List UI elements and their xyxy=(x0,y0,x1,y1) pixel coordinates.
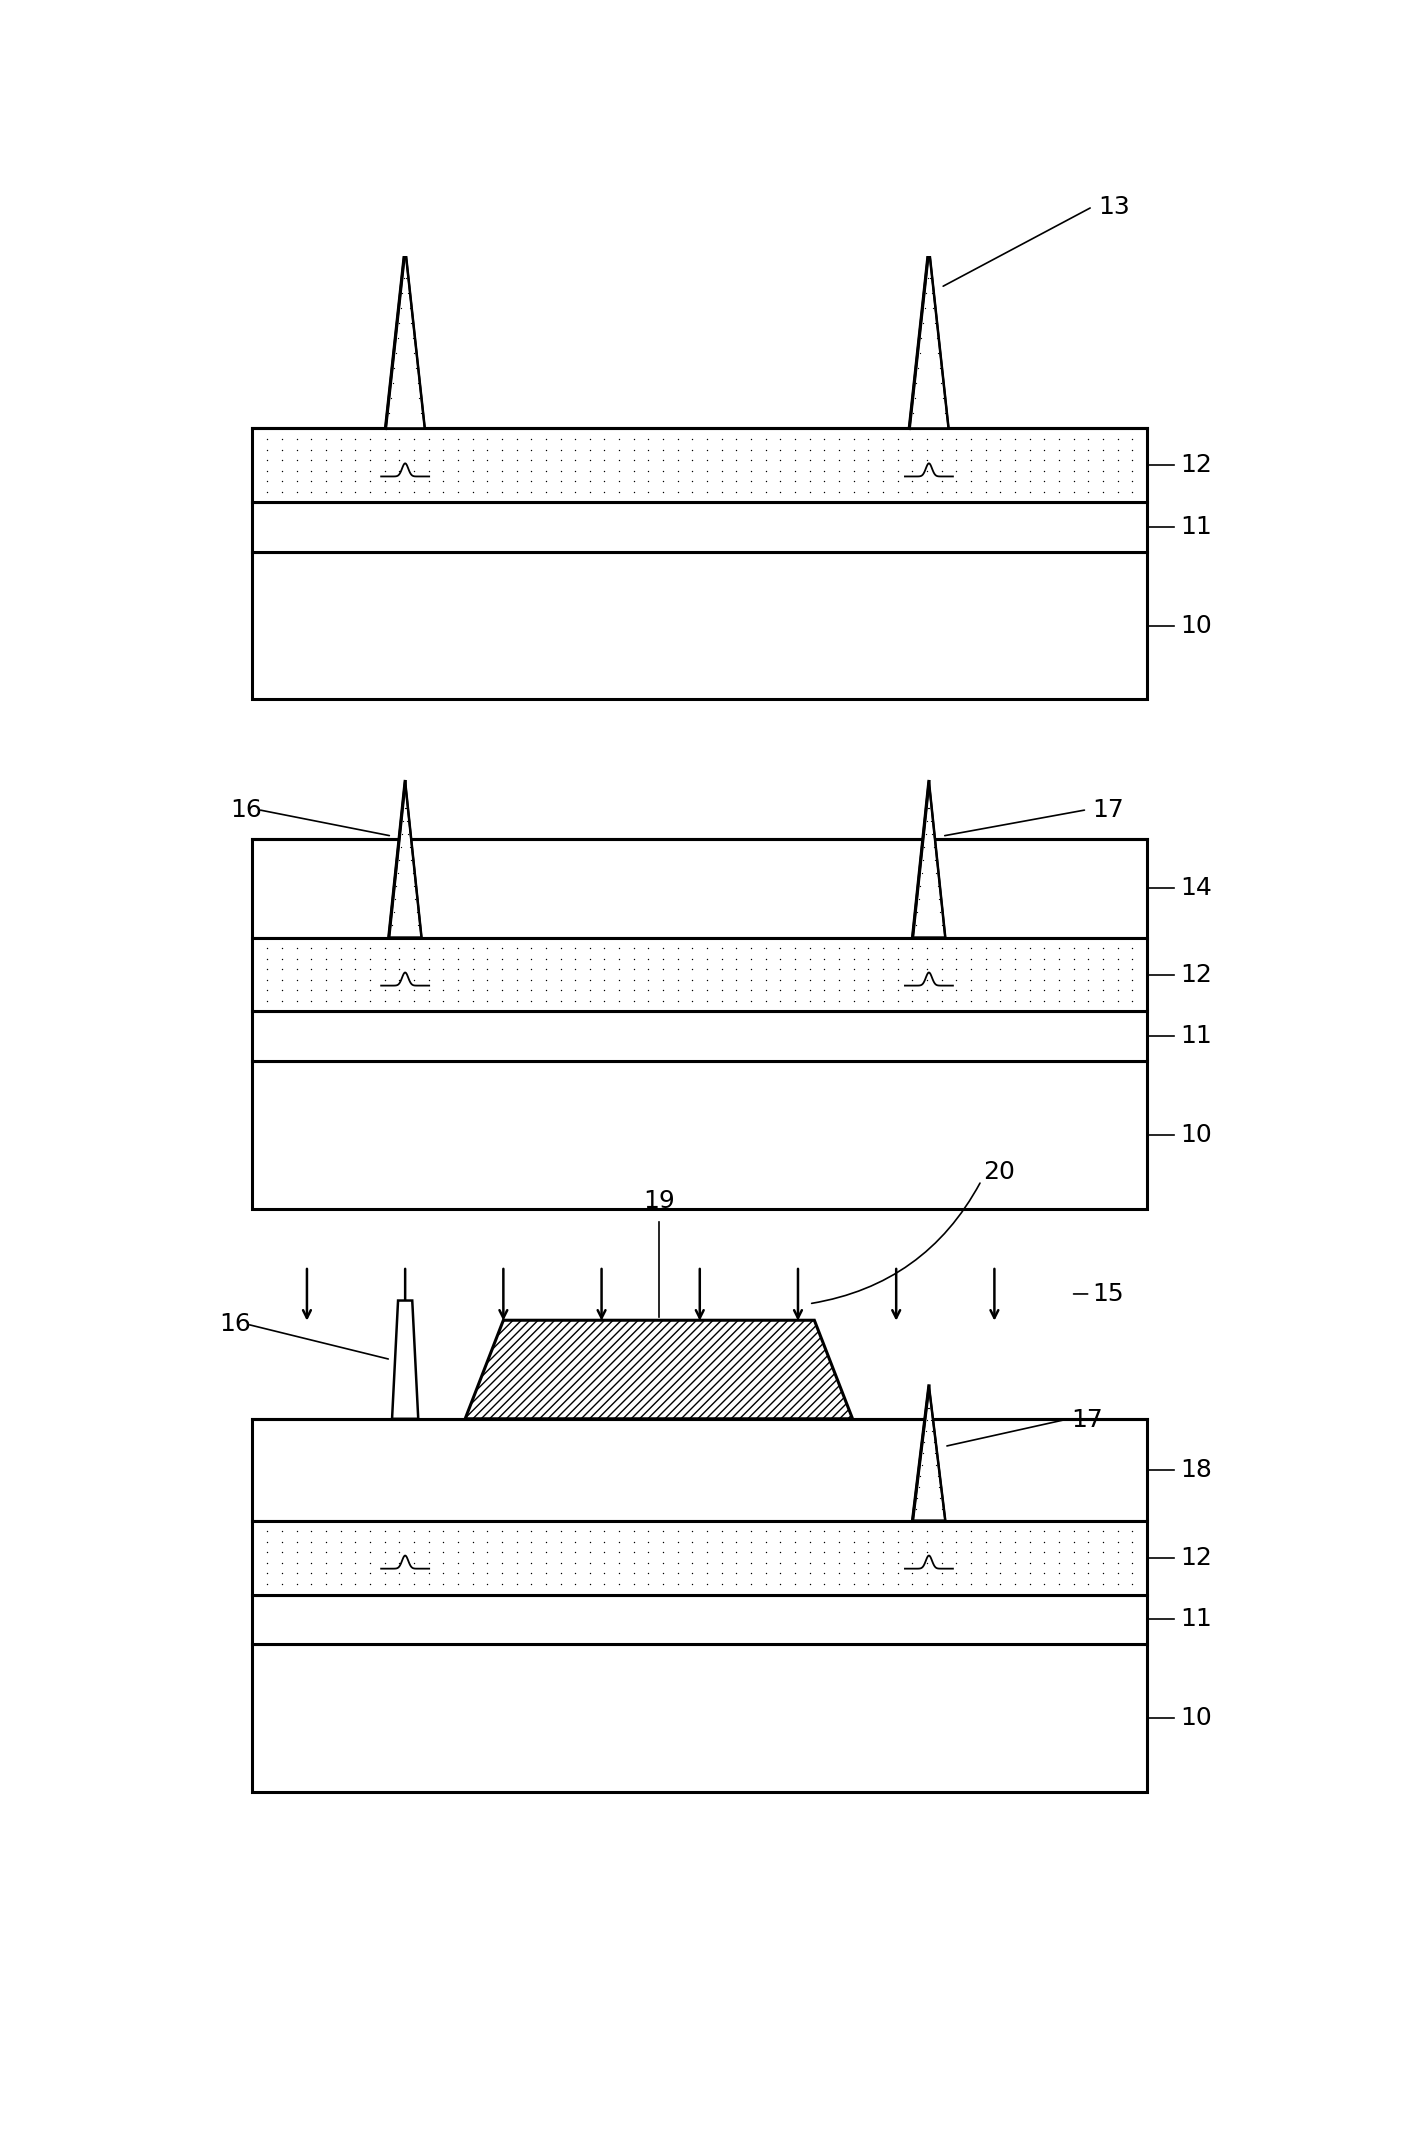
Text: 20: 20 xyxy=(983,1160,1015,1184)
Bar xyxy=(252,1060,1148,1209)
Bar xyxy=(252,1645,1148,1792)
Text: 12: 12 xyxy=(1180,962,1212,988)
Bar xyxy=(252,1521,1148,1595)
Text: 16: 16 xyxy=(231,798,262,821)
Text: 12: 12 xyxy=(1180,454,1212,478)
Bar xyxy=(252,429,1148,501)
Polygon shape xyxy=(910,247,949,429)
Bar xyxy=(252,1595,1148,1645)
Polygon shape xyxy=(389,781,421,939)
Text: 15: 15 xyxy=(1093,1282,1124,1305)
Text: 17: 17 xyxy=(1093,798,1125,821)
Text: 12: 12 xyxy=(1180,1546,1212,1570)
Bar xyxy=(252,939,1148,1011)
Polygon shape xyxy=(912,781,945,939)
Text: 17: 17 xyxy=(1071,1408,1102,1431)
Text: 19: 19 xyxy=(643,1190,674,1214)
Bar xyxy=(252,1011,1148,1060)
Text: 18: 18 xyxy=(1180,1457,1212,1482)
Text: 11: 11 xyxy=(1180,1606,1212,1632)
Bar xyxy=(252,1418,1148,1521)
Text: 11: 11 xyxy=(1180,514,1212,540)
Text: 16: 16 xyxy=(220,1312,252,1335)
Text: 13: 13 xyxy=(1098,194,1129,220)
Polygon shape xyxy=(912,1386,945,1521)
Text: 10: 10 xyxy=(1180,1706,1212,1730)
Text: 11: 11 xyxy=(1180,1024,1212,1047)
Polygon shape xyxy=(465,1320,853,1418)
Bar xyxy=(252,838,1148,939)
Bar xyxy=(252,552,1148,700)
Bar xyxy=(252,501,1148,552)
Text: 10: 10 xyxy=(1180,614,1212,638)
Polygon shape xyxy=(391,1301,418,1418)
Text: 14: 14 xyxy=(1180,877,1212,900)
Polygon shape xyxy=(386,247,425,429)
Text: 10: 10 xyxy=(1180,1122,1212,1148)
